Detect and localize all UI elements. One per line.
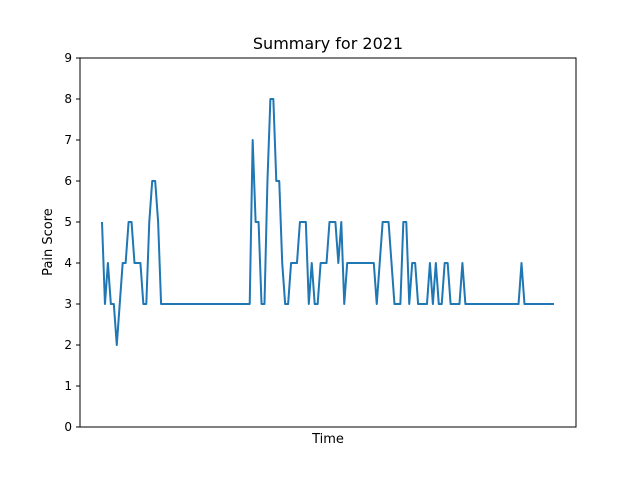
y-tick-label: 0 <box>64 420 72 434</box>
y-tick-label: 2 <box>64 338 72 352</box>
x-axis-label: Time <box>311 432 344 447</box>
y-tick-label: 5 <box>64 215 72 229</box>
y-tick-label: 9 <box>64 51 72 65</box>
y-tick-label: 7 <box>64 133 72 147</box>
y-tick-label: 8 <box>64 92 72 106</box>
chart-title: Summary for 2021 <box>253 34 403 53</box>
y-tick-label: 1 <box>64 379 72 393</box>
series-line <box>101 98 554 346</box>
plot-frame <box>79 57 577 428</box>
y-tick-label: 3 <box>64 297 72 311</box>
y-tick-label: 6 <box>64 174 72 188</box>
y-tick-label: 4 <box>64 256 72 270</box>
y-axis-label: Pain Score <box>41 208 56 276</box>
y-axis-ticks: 0 1 2 3 4 5 6 7 8 9 <box>64 51 80 434</box>
